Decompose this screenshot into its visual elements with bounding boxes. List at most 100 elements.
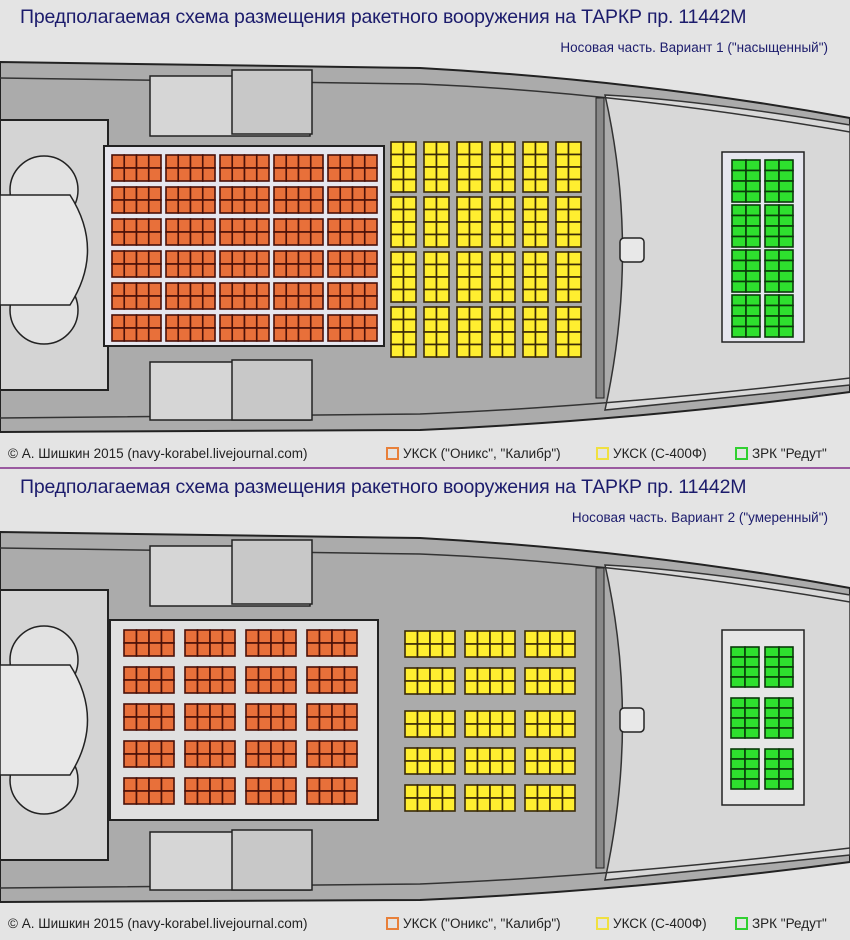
- s400f-cell: [423, 331, 438, 346]
- oniks-kalibr-cell: [123, 790, 138, 805]
- s400f-cell: [429, 667, 444, 682]
- s400f-cell: [555, 178, 570, 193]
- s400f-cell: [501, 680, 516, 695]
- s400f-cell: [476, 747, 491, 762]
- copyright: © А. Шишкин 2015 (navy-korabel.livejourn…: [8, 446, 308, 461]
- green-square-icon: [735, 917, 748, 930]
- oniks-kalibr-module: [273, 314, 324, 342]
- oniks-kalibr-cell: [111, 263, 126, 278]
- s400f-cell: [390, 141, 405, 156]
- s400f-cell: [549, 710, 564, 725]
- s400f-cell: [534, 288, 549, 303]
- s400f-cell: [390, 221, 405, 236]
- oniks-kalibr-cell: [219, 154, 234, 169]
- oniks-kalibr-cell: [209, 679, 224, 694]
- redut-cell: [764, 646, 780, 658]
- oniks-kalibr-cell: [343, 679, 358, 694]
- s400f-module: [404, 710, 456, 738]
- oniks-kalibr-cell: [339, 231, 354, 246]
- redut-cell: [745, 304, 761, 317]
- s400f-cell: [501, 263, 516, 278]
- yellow-square-icon: [596, 917, 609, 930]
- s400f-cell: [423, 178, 438, 193]
- s400f-cell: [522, 166, 537, 181]
- launcher-housing: [231, 829, 313, 891]
- s400f-cell: [501, 630, 516, 645]
- s400f-cell: [390, 233, 405, 248]
- redut-cell: [778, 325, 794, 338]
- s400f-cell: [416, 760, 431, 775]
- s400f-cell: [567, 208, 582, 223]
- launcher-housing: [231, 69, 313, 135]
- oniks-kalibr-cell: [270, 703, 285, 718]
- s400f-cell: [489, 784, 504, 799]
- oniks-kalibr-cell: [282, 716, 297, 731]
- oniks-kalibr-cell: [245, 716, 260, 731]
- redut-cell: [778, 656, 794, 668]
- s400f-cell: [489, 331, 504, 346]
- oniks-kalibr-cell: [123, 327, 138, 342]
- oniks-kalibr-cell: [327, 263, 342, 278]
- oniks-kalibr-cell: [147, 218, 162, 233]
- redut-cell: [730, 778, 746, 790]
- redut-cell: [778, 180, 794, 193]
- oniks-kalibr-module: [273, 218, 324, 246]
- redut-cell: [778, 225, 794, 238]
- oniks-kalibr-cell: [221, 666, 236, 681]
- s400f-cell: [476, 630, 491, 645]
- oniks-kalibr-cell: [111, 199, 126, 214]
- oniks-kalibr-cell: [339, 327, 354, 342]
- s400f-cell: [489, 667, 504, 682]
- s400f-cell: [404, 643, 419, 658]
- s400f-cell: [390, 208, 405, 223]
- oniks-kalibr-cell: [331, 666, 346, 681]
- hatch-icon: [619, 237, 645, 263]
- oniks-kalibr-cell: [306, 777, 321, 792]
- oniks-kalibr-cell: [221, 790, 236, 805]
- oniks-kalibr-cell: [189, 199, 204, 214]
- s400f-cell: [501, 208, 516, 223]
- oniks-kalibr-cell: [165, 263, 180, 278]
- oniks-kalibr-cell: [306, 666, 321, 681]
- oniks-kalibr-module: [273, 154, 324, 182]
- s400f-cell: [501, 331, 516, 346]
- oniks-kalibr-cell: [343, 753, 358, 768]
- oniks-kalibr-cell: [135, 629, 150, 644]
- s400f-cell: [456, 251, 471, 266]
- oniks-kalibr-cell: [177, 218, 192, 233]
- oniks-kalibr-cell: [257, 716, 272, 731]
- oniks-kalibr-cell: [363, 218, 378, 233]
- oniks-kalibr-cell: [219, 263, 234, 278]
- redut-cell: [730, 717, 746, 729]
- s400f-cell: [416, 630, 431, 645]
- s400f-cell: [534, 208, 549, 223]
- oniks-kalibr-cell: [160, 703, 175, 718]
- oniks-kalibr-cell: [363, 167, 378, 182]
- s400f-cell: [567, 276, 582, 291]
- oniks-kalibr-cell: [201, 154, 216, 169]
- oniks-kalibr-cell: [297, 167, 312, 182]
- s400f-cell: [561, 784, 576, 799]
- oniks-kalibr-cell: [351, 295, 366, 310]
- s400f-cell: [402, 276, 417, 291]
- s400f-cell: [555, 233, 570, 248]
- oniks-kalibr-cell: [135, 282, 150, 297]
- s400f-module: [423, 306, 450, 358]
- oniks-kalibr-cell: [282, 753, 297, 768]
- oniks-kalibr-cell: [327, 250, 342, 265]
- s400f-module: [524, 784, 576, 812]
- redut-module: [731, 159, 761, 203]
- oniks-kalibr-cell: [245, 777, 260, 792]
- redut-cell: [731, 315, 747, 328]
- s400f-cell: [555, 306, 570, 321]
- oniks-kalibr-cell: [243, 218, 258, 233]
- redut-cell: [778, 204, 794, 217]
- s400f-module: [456, 251, 483, 303]
- oniks-kalibr-cell: [282, 666, 297, 681]
- oniks-kalibr-cell: [135, 666, 150, 681]
- s400f-cell: [423, 306, 438, 321]
- oniks-kalibr-cell: [221, 703, 236, 718]
- redut-cell: [764, 768, 780, 780]
- oniks-kalibr-cell: [318, 716, 333, 731]
- oniks-kalibr-module: [111, 186, 162, 214]
